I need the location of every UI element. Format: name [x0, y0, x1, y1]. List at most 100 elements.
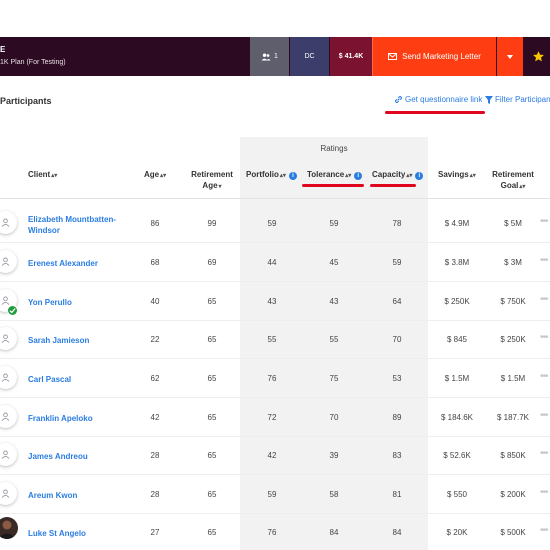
annotation-underline-tolerance: [302, 184, 364, 187]
user-icon: [1, 450, 10, 459]
cell-portfolio: 43: [267, 297, 277, 306]
table-row[interactable]: Franklin Apeloko 42 65 72 70 89 $ 184.6K $ 187.…: [0, 399, 550, 437]
table-row[interactable]: Areum Kwon 28 65 59 58 81 $ 550 $ 200K •••: [0, 476, 550, 514]
avatar[interactable]: [0, 327, 17, 350]
header-client[interactable]: Client▴▾: [28, 169, 57, 182]
users-icon: [261, 53, 271, 60]
cell-age: 68: [150, 258, 160, 267]
row-divider: [0, 242, 550, 243]
avatar-photo[interactable]: [0, 517, 18, 539]
cell-savings: $ 250K: [444, 297, 470, 306]
header-tolerance[interactable]: Tolerance▴▾ i: [307, 169, 363, 182]
row-more-icon[interactable]: •••: [540, 216, 548, 227]
cell-retirement-goal: $ 5M: [504, 219, 522, 228]
filter-participants-link[interactable]: Filter Participant: [485, 95, 550, 104]
row-more-icon[interactable]: •••: [540, 371, 548, 382]
row-more-icon[interactable]: •••: [540, 448, 548, 459]
cell-savings: $ 3.8M: [444, 258, 470, 267]
cell-capacity: 64: [392, 297, 402, 306]
row-more-icon[interactable]: •••: [540, 294, 548, 305]
cell-retirement-age: 65: [207, 413, 217, 422]
cell-savings: $ 4.9M: [444, 219, 470, 228]
table-row[interactable]: James Andreou 28 65 42 39 83 $ 52.6K $ 850K •••: [0, 437, 550, 475]
sort-desc-icon: ▾: [218, 184, 222, 190]
send-marketing-letter-button[interactable]: Send Marketing Letter: [372, 37, 496, 76]
client-name-link[interactable]: Areum Kwon: [28, 491, 78, 500]
row-more-icon[interactable]: •••: [540, 255, 548, 266]
row-divider: [0, 474, 550, 475]
row-more-icon[interactable]: •••: [540, 332, 548, 343]
get-questionnaire-link[interactable]: Get questionnaire link: [394, 95, 482, 104]
ratings-column-group: [240, 137, 428, 550]
advisor-initials: DC: [304, 53, 315, 60]
header-savings-label: Savings: [438, 170, 469, 179]
avatar[interactable]: [0, 211, 17, 234]
header-portfolio[interactable]: Portfolio▴▾ i: [246, 169, 297, 182]
cell-age: 40: [150, 297, 160, 306]
person-photo-icon: [0, 520, 16, 539]
client-name-link[interactable]: Sarah Jamieson: [28, 336, 90, 345]
table-row[interactable]: Carl Pascal 62 65 76 75 53 $ 1.5M $ 1.5M •••: [0, 360, 550, 398]
table-row[interactable]: Sarah Jamieson 22 65 55 55 70 $ 845 $ 250K •••: [0, 321, 550, 359]
client-name-link[interactable]: Yon Perullo: [28, 298, 72, 307]
cell-retirement-goal: $ 1.5M: [500, 374, 526, 383]
cell-retirement-age: 65: [207, 528, 217, 537]
cell-retirement-age: 65: [207, 374, 217, 383]
client-name-link[interactable]: Carl Pascal: [28, 375, 72, 384]
client-name-link[interactable]: Erenest Alexander: [28, 259, 98, 268]
cell-retirement-age: 65: [207, 335, 217, 344]
avatar[interactable]: [0, 482, 17, 505]
cell-retirement-goal: $ 850K: [500, 451, 526, 460]
header-retirement-age[interactable]: Retirement Age▾: [190, 169, 234, 193]
info-icon[interactable]: i: [415, 172, 424, 180]
header-age-label: Age: [144, 170, 160, 179]
participants-title: Participants: [0, 96, 52, 106]
favorite-button[interactable]: [527, 37, 550, 76]
header-age[interactable]: Age▴▾: [144, 169, 166, 182]
user-icon: [1, 296, 10, 305]
user-icon: [1, 218, 10, 227]
table-row[interactable]: Elizabeth Mountbatten-Windsor 86 99 59 59 78 $…: [0, 205, 550, 243]
cell-capacity: 78: [392, 219, 402, 228]
header-client-label: Client: [28, 170, 51, 179]
table-row[interactable]: Yon Perullo 40 65 43 43 64 $ 250K $ 750K •••: [0, 283, 550, 321]
client-name-link[interactable]: James Andreou: [28, 452, 88, 461]
cell-retirement-age: 65: [207, 490, 217, 499]
header-retirement-goal[interactable]: Retirement Goal▴▾: [488, 169, 538, 193]
user-icon: [1, 257, 10, 266]
cell-age: 86: [150, 219, 160, 228]
send-options-dropdown[interactable]: [497, 37, 523, 76]
header-savings[interactable]: Savings▴▾: [438, 169, 476, 182]
avatar[interactable]: [0, 405, 17, 428]
sort-icon: ▴▾: [345, 173, 352, 179]
table-row[interactable]: Luke St Angelo 27 65 76 84 84 $ 20K $ 500K •••: [0, 514, 550, 550]
row-more-icon[interactable]: •••: [540, 410, 548, 421]
cell-retirement-goal: $ 250K: [500, 335, 526, 344]
participants-count-chip[interactable]: 1: [250, 37, 289, 76]
plan-amount-chip[interactable]: $ 41.4K: [330, 37, 372, 76]
client-name-link[interactable]: Franklin Apeloko: [28, 414, 93, 423]
cell-capacity: 59: [392, 258, 402, 267]
info-icon[interactable]: i: [288, 172, 297, 180]
cell-savings: $ 184.6K: [440, 413, 474, 422]
participants-count: 1: [274, 53, 278, 60]
info-icon[interactable]: i: [354, 172, 363, 180]
row-more-icon[interactable]: •••: [540, 525, 548, 536]
completed-check-icon: [7, 305, 18, 316]
client-name-link[interactable]: Luke St Angelo: [28, 529, 86, 538]
cell-tolerance: 84: [329, 528, 339, 537]
cell-retirement-goal: $ 200K: [500, 490, 526, 499]
table-row[interactable]: Erenest Alexander 68 69 44 45 59 $ 3.8M $ 3M •••: [0, 244, 550, 282]
header-retirement-age-line2: Age: [202, 181, 218, 190]
avatar[interactable]: [0, 366, 17, 389]
caret-down-icon: [507, 54, 513, 59]
sort-icon: ▴▾: [279, 173, 286, 179]
avatar[interactable]: [0, 443, 17, 466]
advisor-chip[interactable]: DC: [290, 37, 329, 76]
client-name-link[interactable]: Elizabeth Mountbatten-Windsor: [28, 215, 116, 235]
avatar[interactable]: [0, 250, 17, 273]
cell-savings: $ 1.5M: [444, 374, 470, 383]
header-capacity[interactable]: Capacity▴▾ i: [372, 169, 424, 182]
row-more-icon[interactable]: •••: [540, 487, 548, 498]
cell-age: 42: [150, 413, 160, 422]
